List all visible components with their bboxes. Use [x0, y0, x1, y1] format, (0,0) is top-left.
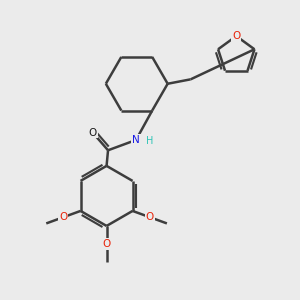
Text: O: O — [232, 31, 240, 41]
Text: N: N — [132, 135, 140, 145]
Text: H: H — [146, 136, 154, 146]
Text: O: O — [146, 212, 154, 222]
Text: O: O — [88, 128, 97, 138]
Text: O: O — [59, 212, 68, 222]
Text: O: O — [102, 239, 111, 249]
